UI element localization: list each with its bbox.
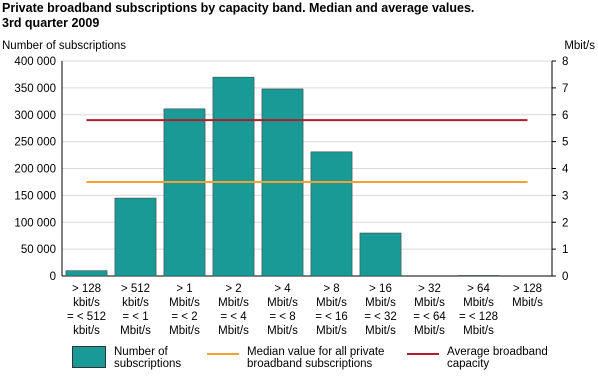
- x-tick-label: = < 2: [171, 311, 197, 323]
- x-tick-label: > 1: [176, 283, 192, 295]
- y-tick-label: 250 000: [14, 137, 56, 149]
- y-tick-label: 50 000: [21, 244, 56, 256]
- bar: [65, 270, 108, 277]
- x-tick-label: Mbit/s: [414, 325, 445, 337]
- legend-label: Number of subscriptions: [114, 346, 182, 370]
- y2-tick-label: 4: [562, 164, 569, 176]
- x-tick-label: > 128: [72, 283, 101, 295]
- y-tick-label: 200 000: [14, 164, 56, 176]
- x-tick-label: kbit/s: [73, 325, 100, 337]
- y-tick-label: 100 000: [14, 217, 56, 229]
- bar: [212, 76, 255, 277]
- x-tick-label: Mbit/s: [512, 297, 543, 309]
- y2-tick-label: 7: [562, 83, 568, 95]
- x-tick-label: = < 512: [67, 311, 106, 323]
- y2-tick-label: 3: [562, 190, 568, 202]
- x-tick-label: > 512: [121, 283, 150, 295]
- x-tick-label: Mbit/s: [365, 297, 396, 309]
- bar: [359, 232, 402, 277]
- bar: [114, 197, 157, 277]
- y-tick-label: 400 000: [14, 56, 56, 68]
- chart-title: Private broadband subscriptions by capac…: [2, 1, 474, 15]
- x-tick-label: kbit/s: [122, 297, 149, 309]
- x-tick-label: kbit/s: [73, 297, 100, 309]
- legend-swatch: [407, 353, 439, 355]
- x-tick-label: Mbit/s: [120, 325, 151, 337]
- x-tick-label: > 4: [274, 283, 291, 295]
- x-tick-label: > 32: [418, 283, 441, 295]
- x-tick-label: > 64: [467, 283, 490, 295]
- y2-tick-label: 6: [562, 110, 568, 122]
- legend-label: Average broadband capacity: [447, 346, 548, 370]
- legend-item: Average broadband capacity: [407, 346, 577, 370]
- y-tick-label: 350 000: [14, 83, 56, 95]
- x-tick-label: Mbit/s: [316, 325, 347, 337]
- x-tick-label: = < 64: [413, 311, 446, 323]
- x-tick-label: Mbit/s: [169, 297, 200, 309]
- y-tick-label: 150 000: [14, 190, 56, 202]
- y2-tick-label: 5: [562, 137, 568, 149]
- x-tick-label: Mbit/s: [463, 297, 494, 309]
- y2-tick-label: 2: [562, 217, 568, 229]
- y-tick-label: 300 000: [14, 110, 56, 122]
- x-tick-label: Mbit/s: [463, 325, 494, 337]
- x-tick-label: = < 32: [364, 311, 397, 323]
- x-tick-label: = < 128: [459, 311, 498, 323]
- x-tick-label: Mbit/s: [218, 297, 249, 309]
- legend-item: Median value for all private broadband s…: [207, 346, 427, 370]
- legend-label: Median value for all private broadband s…: [247, 346, 385, 370]
- y2-axis-label: Mbit/s: [564, 40, 595, 52]
- y2-tick-label: 1: [562, 244, 568, 256]
- legend-swatch: [207, 353, 239, 355]
- bar: [163, 108, 206, 277]
- bar: [310, 151, 353, 277]
- y-tick-label: 0: [50, 271, 56, 283]
- x-tick-label: = < 4: [220, 311, 247, 323]
- x-tick-label: = < 1: [122, 311, 148, 323]
- x-tick-label: > 128: [513, 283, 542, 295]
- legend-swatch: [72, 346, 106, 368]
- x-tick-label: Mbit/s: [414, 297, 445, 309]
- y2-tick-label: 8: [562, 56, 568, 68]
- x-tick-label: Mbit/s: [365, 325, 396, 337]
- x-tick-label: = < 8: [269, 311, 295, 323]
- x-tick-label: > 2: [225, 283, 241, 295]
- legend-item: Number of subscriptions: [72, 346, 204, 370]
- x-tick-label: > 8: [323, 283, 339, 295]
- x-tick-label: Mbit/s: [316, 297, 347, 309]
- x-tick-label: Mbit/s: [267, 297, 298, 309]
- chart-title: 3rd quarter 2009: [2, 16, 99, 30]
- x-tick-label: > 16: [369, 283, 392, 295]
- x-tick-label: Mbit/s: [267, 325, 298, 337]
- bar: [457, 275, 500, 277]
- x-tick-label: = < 16: [315, 311, 348, 323]
- y-axis-label: Number of subscriptions: [2, 40, 126, 52]
- y2-tick-label: 0: [562, 271, 568, 283]
- x-tick-label: Mbit/s: [218, 325, 249, 337]
- x-tick-label: Mbit/s: [169, 325, 200, 337]
